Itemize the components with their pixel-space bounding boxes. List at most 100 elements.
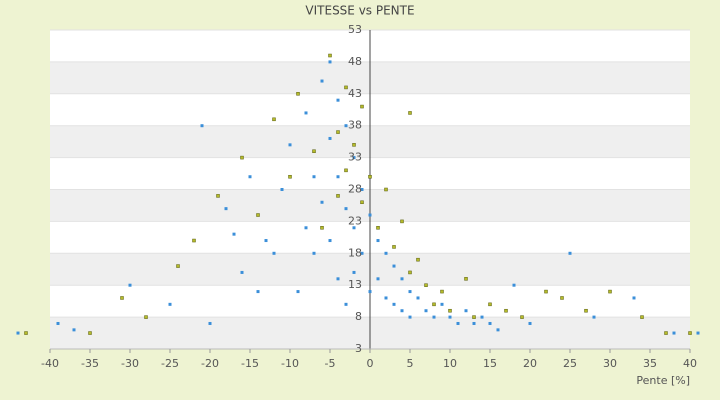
point [360,251,364,255]
point [352,143,356,147]
point [344,207,348,211]
x-tick-label: -5 [325,357,336,370]
point [672,331,676,335]
point [504,308,508,313]
point [88,331,92,335]
x-tick-label: 10 [443,357,457,370]
point [240,270,244,274]
point [496,328,500,332]
x-tick-label: -15 [241,357,259,370]
point [176,264,180,268]
y-tick-label: 3 [355,342,362,355]
point [336,277,340,281]
point [392,264,396,268]
x-tick-label: 20 [523,357,537,370]
point [664,331,668,335]
point [304,226,308,230]
point [416,257,420,262]
point [24,331,28,335]
point [344,168,348,173]
point [56,321,60,325]
point [344,302,348,306]
y-tick-label: 28 [348,183,362,196]
point [696,331,700,335]
point [288,174,292,179]
y-tick-label: 33 [348,151,362,164]
point [464,309,468,313]
point [72,328,76,332]
point [272,117,276,122]
point [440,302,444,306]
point [344,85,348,90]
point [368,290,372,294]
point [400,309,404,313]
x-tick-label: -10 [281,357,299,370]
x-tick-label: 15 [483,357,497,370]
y-tick-label: 38 [348,119,362,132]
point [488,321,492,325]
y-tick-label: 23 [348,214,362,227]
point [336,175,340,179]
point [328,53,332,58]
point [520,315,524,319]
point [424,309,428,313]
point [464,277,468,281]
x-tick-label: -40 [41,357,59,370]
point [312,175,316,179]
point [560,296,564,300]
point [640,315,644,319]
point [448,308,452,313]
x-axis-label: Pente [%] [636,374,690,387]
point [480,315,484,319]
point [328,239,332,243]
point [232,232,236,236]
x-tick-label: 0 [367,357,374,370]
point [408,290,412,294]
point [408,111,412,115]
point [304,111,308,115]
point [528,321,532,325]
point [248,175,252,179]
point [336,194,340,198]
point [360,200,364,205]
point [256,213,260,217]
point [432,315,436,319]
x-tick-label: 5 [407,357,414,370]
point [344,124,348,128]
point [352,156,356,160]
point [376,226,380,230]
point [392,302,396,306]
point [360,104,364,109]
point [384,187,388,192]
point [368,174,372,179]
point [368,213,372,217]
point [208,321,212,325]
x-tick-label: -35 [81,357,99,370]
point [440,289,444,294]
point [128,283,132,287]
point [584,308,588,313]
point [144,315,148,319]
x-tick-label: 35 [643,357,657,370]
point [240,155,244,160]
point [544,289,548,294]
y-tick-label: 43 [348,87,362,100]
point [488,302,492,307]
point [432,302,436,307]
chart-title: VITESSE vs PENTE [305,4,414,18]
point [608,289,612,294]
point [336,98,340,102]
x-tick-label: 25 [563,357,577,370]
point [400,219,404,224]
point [472,315,476,319]
point [328,136,332,140]
point [320,226,324,230]
point [512,283,516,287]
point [200,124,204,128]
point [456,321,460,325]
x-tick-label: 30 [603,357,617,370]
point [568,251,572,255]
point [320,200,324,204]
point [192,238,196,243]
